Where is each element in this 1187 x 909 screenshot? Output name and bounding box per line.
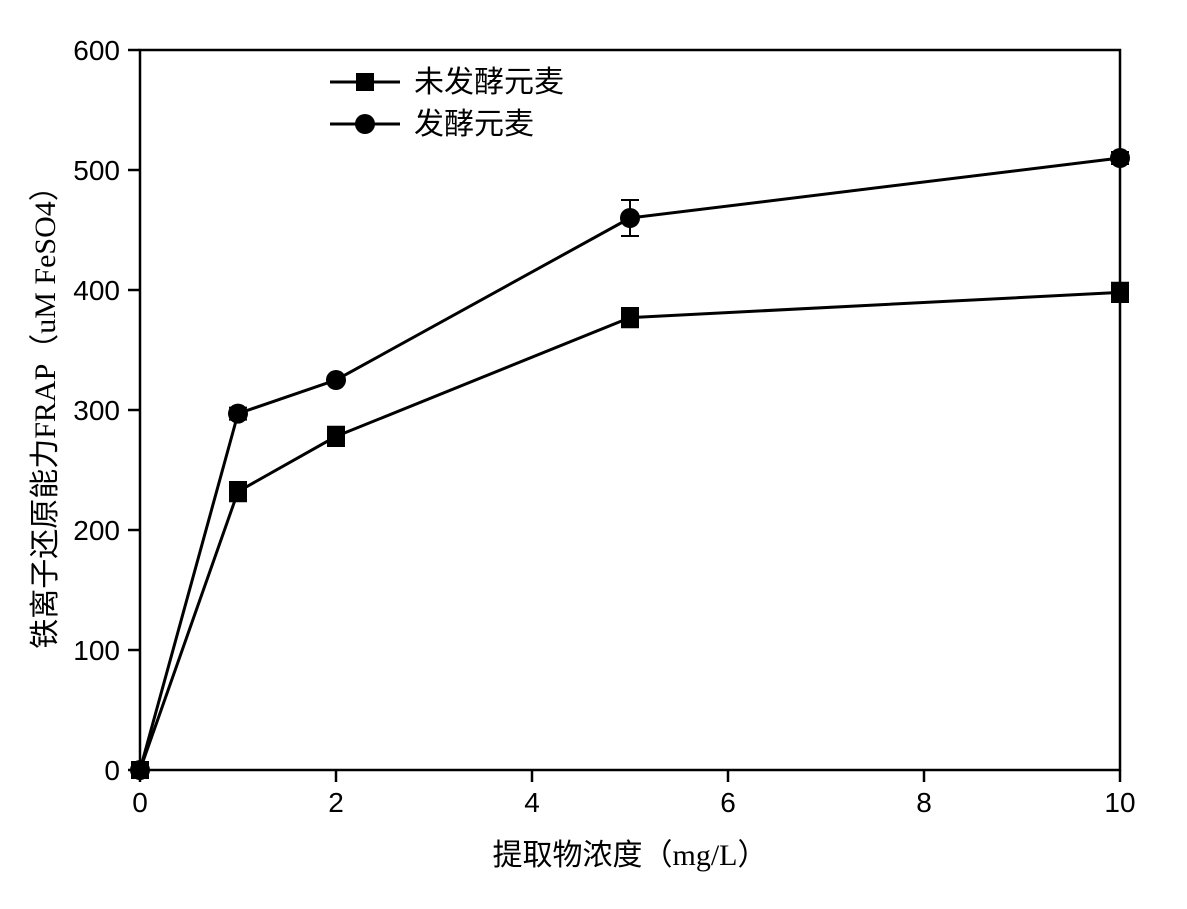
legend-label-0: 未发酵元麦 (414, 66, 564, 99)
series-0-line (140, 292, 1120, 770)
svg-text:100: 100 (73, 635, 120, 666)
y-axis-label: 铁离子还原能力FRAP（uM FeSO4） (29, 171, 62, 649)
x-axis-label: 提取物浓度（mg/L） (493, 839, 768, 872)
marker-circle (326, 370, 346, 390)
svg-text:600: 600 (73, 35, 120, 66)
svg-text:200: 200 (73, 515, 120, 546)
frap-chart: 02468100100200300400500600提取物浓度（mg/L）铁离子… (20, 20, 1167, 889)
svg-text:10: 10 (1104, 787, 1135, 818)
marker-circle (228, 404, 248, 424)
svg-text:400: 400 (73, 275, 120, 306)
marker-circle (1110, 148, 1130, 168)
svg-text:0: 0 (104, 755, 120, 786)
marker-circle (130, 760, 150, 780)
marker-square (229, 483, 247, 501)
marker-circle (620, 208, 640, 228)
svg-text:500: 500 (73, 155, 120, 186)
svg-text:0: 0 (132, 787, 148, 818)
marker-square (621, 309, 639, 327)
chart-container: 02468100100200300400500600提取物浓度（mg/L）铁离子… (20, 20, 1167, 889)
legend-label-1: 发酵元麦 (414, 108, 534, 141)
svg-text:4: 4 (524, 787, 540, 818)
svg-text:2: 2 (328, 787, 344, 818)
marker-square (1111, 283, 1129, 301)
svg-text:300: 300 (73, 395, 120, 426)
svg-text:6: 6 (720, 787, 736, 818)
marker-square (327, 427, 345, 445)
svg-text:8: 8 (916, 787, 932, 818)
